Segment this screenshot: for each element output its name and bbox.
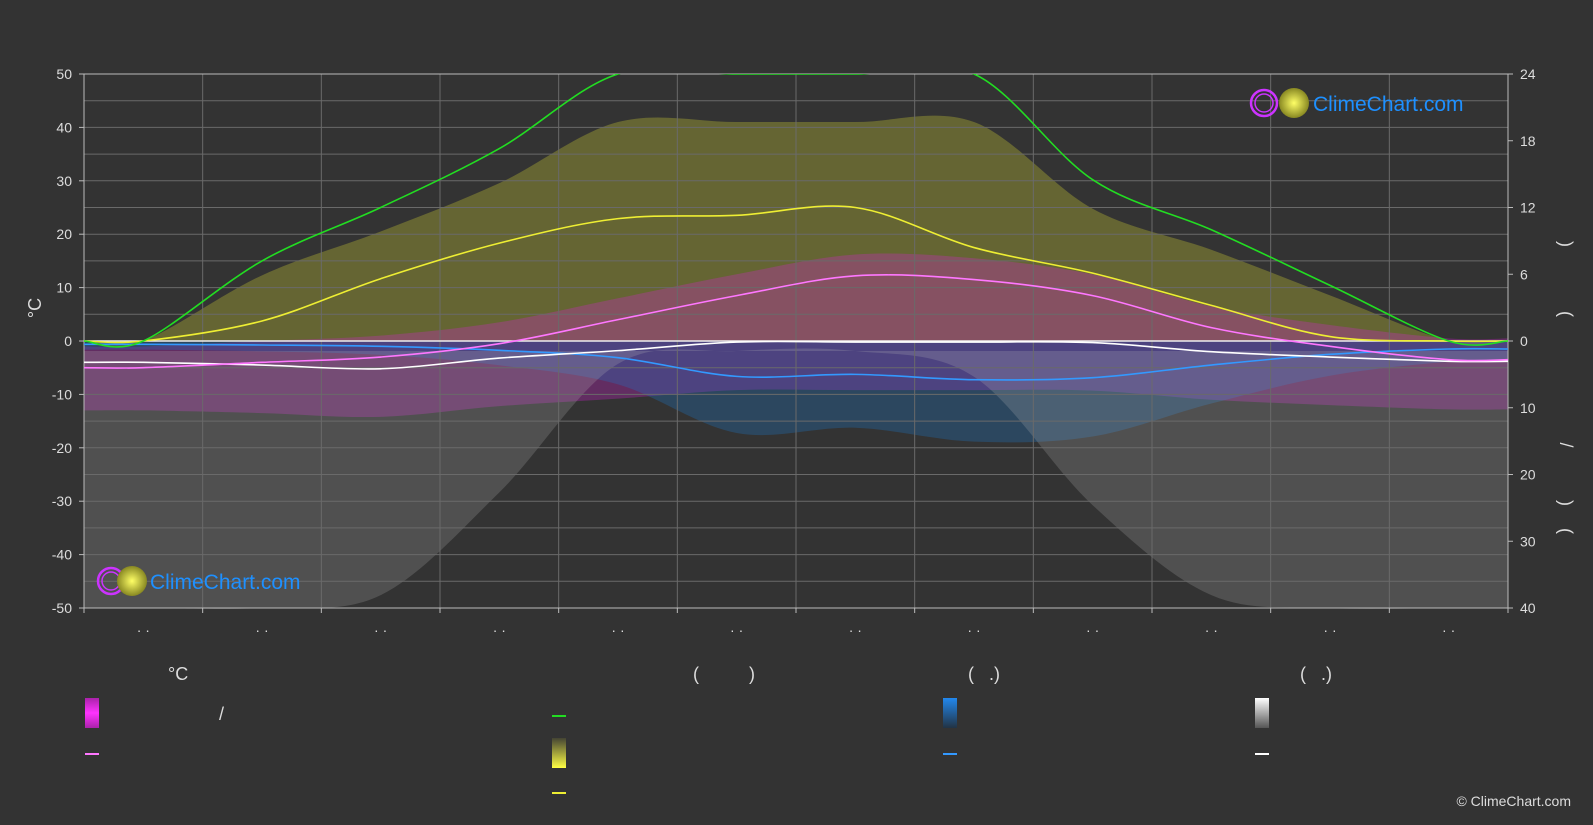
y-right-top-tick-label: 0 [1520,333,1528,349]
axes: 50 40 30 20 10 0 -10 -20 -30 -40 -50 °C 24 18 12 6 0 10 20… [25,66,1576,638]
y-right-bottom-tick-label: 30 [1520,533,1536,549]
y-left-tick-label: -40 [52,547,72,563]
logo-text-bottom: ClimeChart.com [150,571,301,594]
logo-bottom: ClimeChart.com [96,566,301,596]
y-right-axis-glyph: ( [1556,528,1576,534]
y-right-axis-glyph: / [1556,442,1576,447]
y-right-top-tick-label: 6 [1520,266,1528,282]
y-right-top-tick-label: 12 [1520,200,1536,216]
y-right-top-tick-label: 24 [1520,66,1536,82]
legend-daylight-swatch [552,715,566,717]
y-left-tick-label: 40 [56,119,72,135]
x-tick-label: · · [967,622,980,638]
y-left-tick-label: -10 [52,386,72,402]
x-tick-label: · · [1086,622,1099,638]
x-tick-label: · · [611,622,624,638]
y-right-top-tick-label: 18 [1520,133,1536,149]
legend-snow-range-swatch [1255,698,1269,728]
y-left-tick-label: 20 [56,226,72,242]
copyright: © ClimeChart.com [1456,793,1571,809]
x-tick-label: · · [1323,622,1336,638]
y-right-axis-glyph: ( [1556,311,1576,317]
series-line-temp-max [84,274,1508,369]
y-left-axis-label: °C [25,298,45,318]
legend-rain-header: ( .) [968,664,1000,684]
legend-temp-max-swatch [85,753,99,755]
y-right-bottom-tick-label: 40 [1520,600,1536,616]
x-tick-label: · · [730,622,743,638]
y-left-tick-label: 30 [56,173,72,189]
y-left-tick-label: 0 [64,333,72,349]
y-right-axis-glyph: ) [1556,500,1576,506]
legend-temperature-header: °C [168,664,189,684]
legend-snow-header: ( .) [1300,664,1332,684]
x-tick-label: · · [1205,622,1218,638]
y-left-tick-label: -50 [52,600,72,616]
logo-text-top: ClimeChart.com [1313,93,1464,116]
legend-temp-range-label: / [219,704,225,724]
x-tick-label: · · [1442,622,1455,638]
legend-rain-swatch [943,753,957,755]
series-line-precipitation [84,343,1508,381]
series-line-sunshine [84,205,1508,344]
legend-sun-header: ( ) [693,664,755,684]
x-tick-label: · · [493,622,506,638]
y-right-bottom-tick-label: 10 [1520,400,1536,416]
legend-temp-range-swatch [85,698,99,728]
y-left-tick-label: 50 [56,66,72,82]
y-left-tick-label: -30 [52,493,72,509]
logo-top: ClimeChart.com [1249,88,1464,118]
y-right-bottom-tick-label: 20 [1520,467,1536,483]
legend-snow-swatch [1255,753,1269,755]
x-tick-label: · · [255,622,268,638]
y-left-tick-label: 10 [56,280,72,296]
series-line-daylight [84,74,1508,348]
legend-rain-range-swatch [943,698,957,728]
y-left-tick-label: -20 [52,440,72,456]
legend-sunshine-range-swatch [552,738,566,768]
y-right-axis-glyph: ) [1556,241,1576,247]
series-line-temp-min [84,340,1508,370]
x-tick-label: · · [374,622,387,638]
series-lines [84,74,1508,381]
x-tick-label: · · [849,622,862,638]
legend-sunshine-swatch [552,792,566,794]
x-tick-label: · · [137,622,150,638]
